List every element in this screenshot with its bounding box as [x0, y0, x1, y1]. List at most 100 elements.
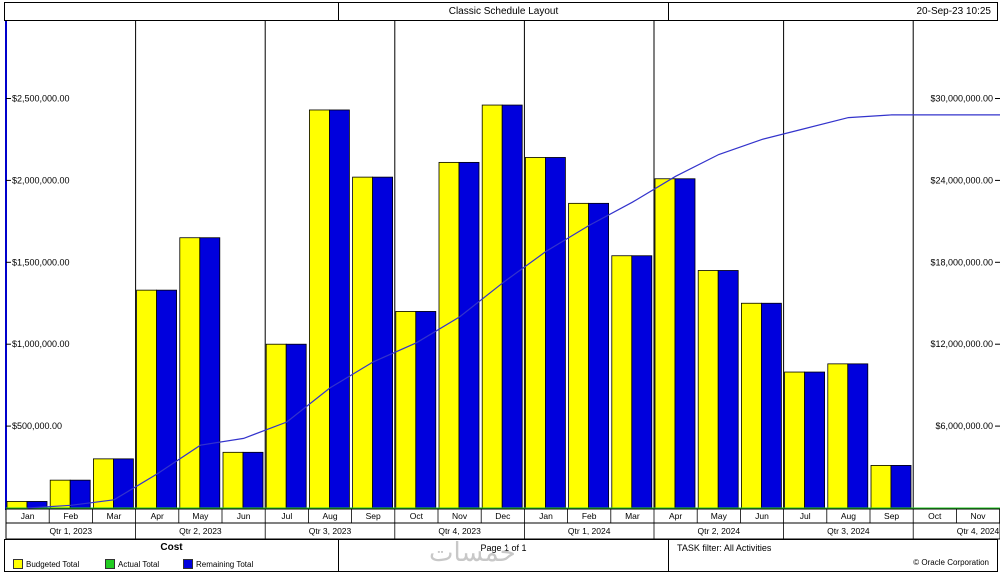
- month-label: Apr: [669, 511, 682, 521]
- month-label: Apr: [151, 511, 164, 521]
- bar-budgeted-total: [6, 501, 28, 509]
- legend-swatch-budgeted: [13, 559, 23, 569]
- quarter-label: Qtr 4, 2023: [438, 526, 481, 536]
- legend-item-budgeted: Budgeted Total: [13, 559, 79, 569]
- left-axis-tick-label: $1,500,000.00: [12, 257, 70, 267]
- legend-swatch-remaining: [183, 559, 193, 569]
- left-axis-tick-label: $2,500,000.00: [12, 94, 70, 104]
- legend-panel: Cost Budgeted Total Actual Total Remaini…: [4, 539, 339, 572]
- month-label: Jul: [800, 511, 811, 521]
- bar-remaining-total: [588, 202, 609, 509]
- month-label: Jun: [755, 511, 769, 521]
- bar-budgeted-total: [179, 237, 201, 509]
- month-label: Oct: [410, 511, 424, 521]
- right-axis-tick-label: $30,000,000.00: [930, 94, 993, 104]
- month-label: Oct: [928, 511, 942, 521]
- bar-budgeted-total: [870, 465, 892, 509]
- bar-budgeted-total: [611, 255, 633, 509]
- bar-budgeted-total: [395, 311, 417, 509]
- bar-budgeted-total: [784, 371, 805, 509]
- legend-label-remaining: Remaining Total: [196, 559, 254, 569]
- month-label: Aug: [322, 511, 337, 521]
- legend-swatch-actual: [105, 559, 115, 569]
- right-axis-tick-label: $12,000,000.00: [930, 339, 993, 349]
- grid-layer: [135, 21, 914, 508]
- month-label: Feb: [582, 511, 597, 521]
- bar-remaining-total: [113, 458, 134, 509]
- quarter-label: Qtr 4, 2024: [957, 526, 1000, 536]
- watermark-text: خمسات: [429, 538, 516, 568]
- cost-chart: $500,000.00 $1,000,000.00 $1,500,000.00 $2,…: [5, 21, 1000, 540]
- bar-budgeted-total: [438, 161, 460, 509]
- bar-remaining-total: [847, 363, 869, 509]
- month-label: Jan: [539, 511, 553, 521]
- bar-remaining-total: [458, 161, 480, 509]
- line-layer: [27, 114, 1000, 509]
- left-axis-tick-label: $500,000.00: [12, 421, 62, 431]
- right-axis-tick-label: $18,000,000.00: [930, 257, 993, 267]
- filter-text: TASK filter: All Activities: [677, 543, 772, 553]
- month-label: May: [192, 511, 209, 521]
- bar-budgeted-total: [741, 302, 762, 509]
- bar-remaining-total: [285, 343, 307, 509]
- bar-budgeted-total: [481, 104, 503, 509]
- page-number: Page 1 of 1: [480, 543, 527, 553]
- bar-budgeted-total: [352, 176, 374, 509]
- bar-remaining-total: [199, 237, 221, 509]
- copyright-text: © Oracle Corporation: [913, 558, 989, 567]
- bar-budgeted-total: [654, 178, 676, 509]
- quarter-label: Qtr 2, 2023: [179, 526, 222, 536]
- legend-label-actual: Actual Total: [118, 559, 160, 569]
- month-label: Aug: [841, 511, 856, 521]
- bar-layer: [6, 104, 1000, 510]
- right-axis-tick-label: $6,000,000.00: [935, 421, 993, 431]
- bar-budgeted-total: [222, 451, 244, 509]
- legend-title: Cost: [160, 542, 183, 553]
- filter-panel: TASK filter: All Activities © Oracle Cor…: [668, 539, 998, 572]
- bar-remaining-total: [761, 302, 782, 509]
- quarter-label: Qtr 3, 2024: [827, 526, 870, 536]
- bar-remaining-total: [674, 178, 696, 509]
- header-datetime: 20-Sep-23 10:25: [668, 2, 998, 21]
- month-label: Nov: [970, 511, 986, 521]
- page-panel: Page 1 of 1 خمسات: [338, 538, 669, 572]
- bar-budgeted-total: [827, 363, 849, 509]
- month-label: Jan: [21, 511, 35, 521]
- bar-remaining-total: [328, 109, 350, 509]
- bar-remaining-total: [545, 157, 566, 509]
- quarter-label: Qtr 1, 2024: [568, 526, 611, 536]
- month-label: Mar: [107, 511, 122, 521]
- legend-label-budgeted: Budgeted Total: [26, 559, 80, 569]
- bar-remaining-total: [717, 270, 739, 509]
- month-label: Jul: [281, 511, 292, 521]
- month-label: Sep: [884, 511, 899, 521]
- bar-budgeted-total: [697, 270, 719, 509]
- legend-item-actual: Actual Total: [105, 559, 159, 569]
- month-label: Sep: [366, 511, 381, 521]
- bar-remaining-total: [804, 371, 825, 509]
- bar-remaining-total: [242, 451, 264, 509]
- month-label: Feb: [63, 511, 78, 521]
- left-axis-tick-label: $2,000,000.00: [12, 175, 70, 185]
- bar-remaining-total: [156, 289, 178, 509]
- bar-remaining-total: [501, 104, 523, 509]
- bar-remaining-total: [890, 465, 912, 509]
- month-label: May: [711, 511, 728, 521]
- quarter-label: Qtr 2, 2024: [698, 526, 741, 536]
- cumulative-line: [27, 114, 1000, 509]
- month-label: Dec: [495, 511, 511, 521]
- bar-budgeted-total: [49, 479, 71, 509]
- month-label: Nov: [452, 511, 468, 521]
- month-label: Mar: [625, 511, 640, 521]
- bar-budgeted-total: [308, 109, 330, 509]
- quarter-label: Qtr 3, 2023: [309, 526, 352, 536]
- bar-remaining-total: [372, 176, 394, 509]
- month-label: Jun: [237, 511, 251, 521]
- left-axis-tick-label: $1,000,000.00: [12, 339, 70, 349]
- timescale: Jan Feb Mar Apr May Jun Jul Aug Sep Oct Nov Dec Jan F…: [5, 508, 1000, 540]
- bar-budgeted-total: [568, 202, 589, 509]
- right-axis-tick-label: $24,000,000.00: [930, 175, 993, 185]
- bar-remaining-total: [631, 255, 653, 509]
- axis-layer: $500,000.00 $1,000,000.00 $1,500,000.00 $2,…: [6, 94, 1000, 431]
- bar-budgeted-total: [136, 289, 158, 509]
